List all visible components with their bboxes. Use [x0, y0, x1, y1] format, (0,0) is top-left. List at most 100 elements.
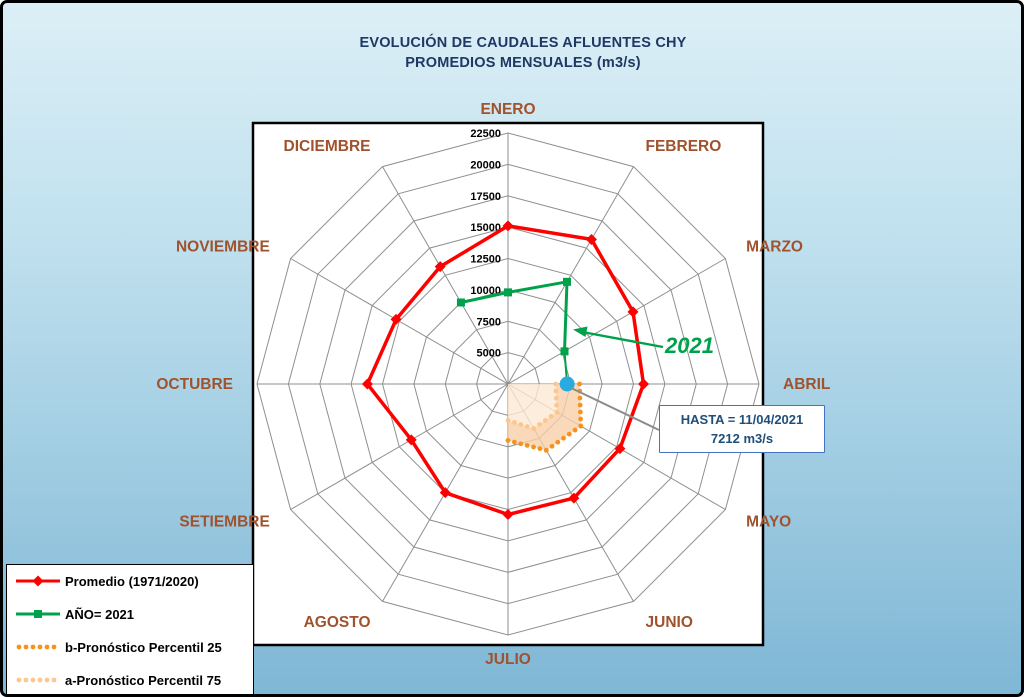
- annotation-leader-line: [570, 387, 660, 431]
- legend-label-percentil-75: a-Pronóstico Percentil 75: [65, 672, 222, 688]
- month-label-abril: ABRIL: [783, 376, 830, 393]
- month-label-diciembre: DICIEMBRE: [284, 138, 371, 155]
- radial-tick-label: 22500: [470, 128, 501, 140]
- legend-swatch-graphic: [16, 677, 57, 683]
- forecast-dot: [537, 422, 542, 427]
- diamond-marker: [439, 487, 451, 499]
- legend-swatch-percentil-25: [15, 638, 61, 656]
- grid-spoke: [507, 258, 726, 385]
- diamond-marker: [585, 233, 597, 245]
- legend-swatch-anio-2021: [15, 605, 61, 623]
- month-label-noviembre: NOVIEMBRE: [176, 239, 270, 256]
- forecast-dot: [577, 395, 583, 401]
- forecast-dot: [554, 402, 560, 408]
- legend-item: AÑO= 2021: [15, 605, 249, 623]
- diamond-marker: [502, 220, 514, 232]
- legend-swatch-graphic: [16, 610, 60, 618]
- radial-tick-label: 10000: [470, 285, 501, 297]
- square-marker: [456, 298, 465, 307]
- radial-tick-label: 17500: [470, 191, 501, 203]
- diamond-marker: [361, 378, 373, 390]
- grid-spoke: [290, 383, 509, 510]
- forecast-dot: [524, 424, 530, 429]
- forecast-dot: [555, 439, 561, 445]
- series-p25-dots: [505, 381, 584, 453]
- forecast-dot: [548, 413, 554, 419]
- forecast-dot: [577, 402, 583, 408]
- forecast-dot: [578, 416, 584, 422]
- series-promedio-markers: [361, 220, 650, 521]
- year-arrow-line: [584, 331, 664, 349]
- current-flow-dot: [559, 376, 575, 392]
- hasta-annotation-box: HASTA = 11/04/2021 7212 m3/s: [659, 405, 825, 453]
- chart-title-line2: PROMEDIOS MENSUALES (m3/s): [405, 55, 641, 71]
- diamond-marker: [568, 492, 580, 504]
- diamond-marker: [390, 313, 402, 325]
- grid-spoke: [507, 166, 634, 385]
- forecast-dot: [518, 441, 524, 447]
- legend-item: Promedio (1971/2020): [15, 572, 249, 590]
- forecast-dot: [524, 442, 530, 448]
- forecast-dot: [553, 381, 559, 387]
- forecast-dot: [553, 395, 559, 401]
- diamond-marker: [638, 378, 650, 390]
- series-p75-dots: [505, 381, 560, 431]
- square-marker: [562, 277, 571, 286]
- radial-tick-label: 15000: [470, 222, 501, 234]
- forecast-dot: [549, 443, 555, 449]
- forecast-dot: [577, 381, 582, 387]
- diamond-marker: [434, 261, 446, 273]
- diamond-marker: [614, 443, 626, 455]
- diamond-marker: [502, 509, 514, 521]
- legend-item: a-Pronóstico Percentil 75: [15, 671, 249, 689]
- forecast-dot: [553, 388, 559, 394]
- series-2021-line: [460, 280, 569, 352]
- legend-item: b-Pronóstico Percentil 25: [15, 638, 249, 656]
- diamond-marker: [627, 306, 639, 318]
- month-label-junio: JUNIO: [646, 614, 693, 631]
- forecast-fill-inner: [508, 384, 557, 429]
- forecast-dot: [531, 426, 537, 431]
- radar-chart: 50007500100001250015000175002000022500EN…: [156, 101, 830, 668]
- hasta-annotation-line2: 7212 m3/s: [710, 431, 774, 446]
- forecast-dot: [505, 417, 511, 423]
- forecast-dot: [537, 446, 543, 452]
- radial-tick-label: 5000: [477, 348, 501, 360]
- month-label-octubre: OCTUBRE: [156, 376, 233, 393]
- forecast-dot: [572, 427, 578, 433]
- radial-tick-label: 20000: [470, 159, 501, 171]
- month-label-julio: JULIO: [485, 651, 531, 668]
- forecast-dot: [531, 444, 536, 450]
- chart-title: EVOLUCIÓN DE CAUDALES AFLUENTES CHY PROM…: [273, 33, 773, 73]
- month-label-mayo: MAYO: [746, 514, 791, 531]
- series-2021-markers: [456, 277, 571, 356]
- forecast-dot: [505, 438, 511, 443]
- forecast-dot: [554, 409, 560, 415]
- year-arrow-head: [573, 326, 588, 337]
- square-marker: [504, 288, 512, 297]
- forecast-dot: [512, 420, 517, 425]
- grid-spoke: [382, 166, 509, 385]
- forecast-dot: [577, 409, 583, 415]
- radial-tick-labels: 5000 7500 10000 12500 15000 17500 20000 22500: [470, 128, 501, 360]
- hasta-annotation-line1: HASTA = 11/04/2021: [680, 412, 804, 427]
- radial-tick-label: 7500: [477, 316, 501, 328]
- month-label-enero: ENERO: [480, 101, 535, 118]
- legend: Promedio (1971/2020) AÑO= 2021 b-Pronóst…: [6, 564, 254, 694]
- year-2021-label: 2021: [665, 333, 714, 358]
- legend-swatch-percentil-75: [15, 671, 61, 689]
- forecast-fill-band: [508, 384, 581, 451]
- legend-label-anio-2021: AÑO= 2021: [65, 606, 135, 622]
- forecast-dot: [543, 447, 549, 453]
- forecast-dot: [542, 417, 548, 423]
- forecast-dot: [578, 423, 584, 429]
- month-label-febrero: FEBRERO: [646, 138, 722, 155]
- forecast-dot: [561, 435, 566, 441]
- square-marker: [560, 347, 569, 356]
- month-labels: ENERO FEBRERO MARZO ABRIL MAYO JUNIO JULIO AGOS…: [156, 101, 830, 668]
- chart-title-line1: EVOLUCIÓN DE CAUDALES AFLUENTES CHY: [359, 35, 687, 51]
- legend-swatch-promedio: [15, 572, 61, 590]
- forecast-dot: [518, 422, 524, 427]
- legend-swatch-graphic: [16, 575, 60, 587]
